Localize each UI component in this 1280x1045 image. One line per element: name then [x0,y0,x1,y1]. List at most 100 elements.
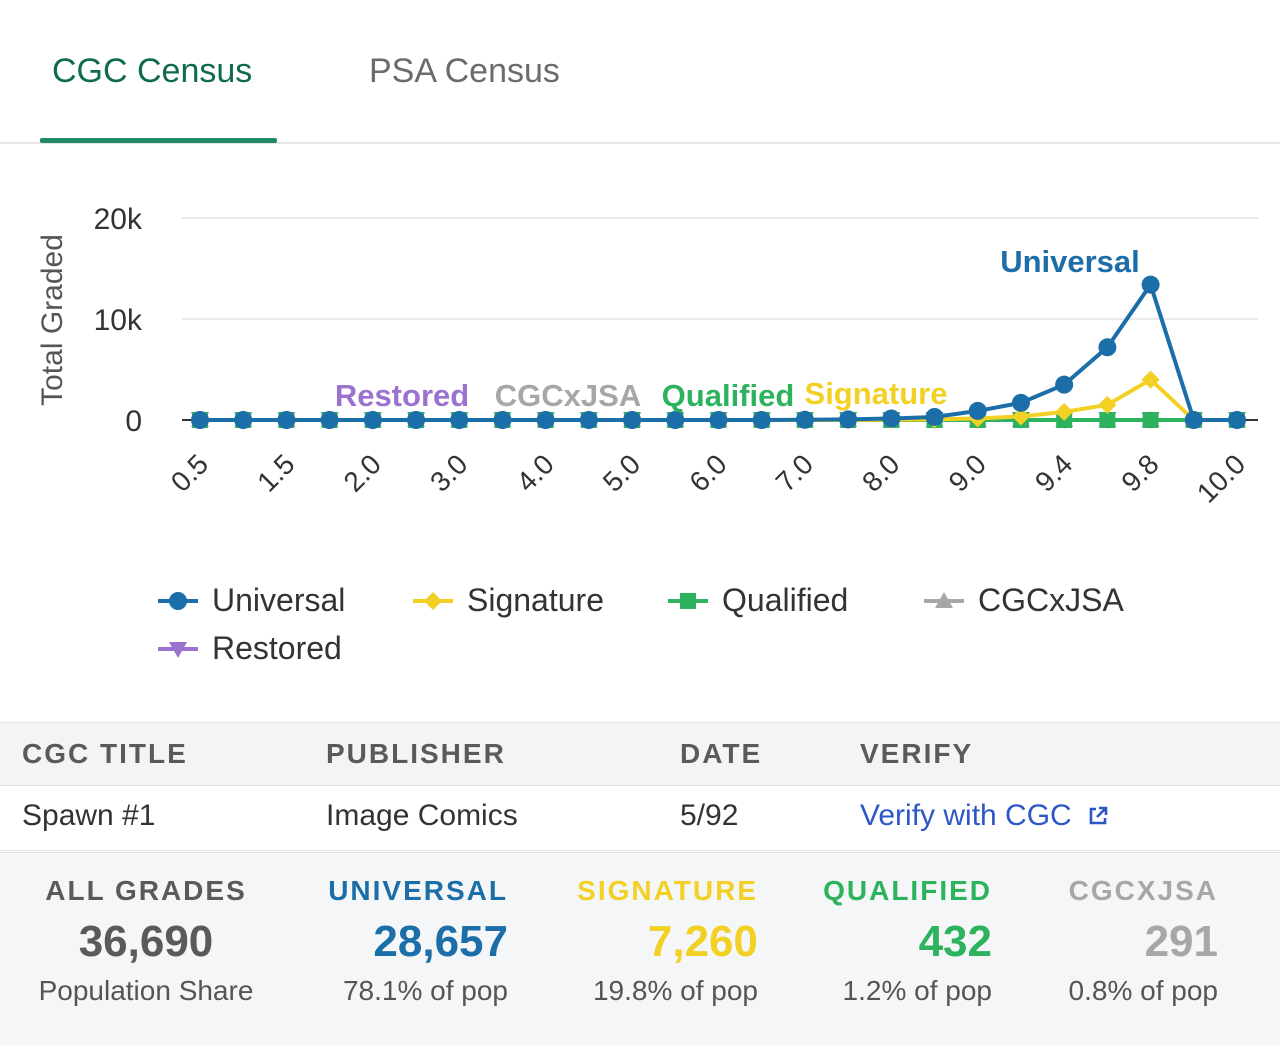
y-tick-label: 0 [125,405,142,438]
x-tick-label: 10.0 [1191,448,1251,508]
y-axis-label: Total Graded [36,234,69,406]
stat-signature: SIGNATURE 7,260 19.8% of pop [577,875,758,1007]
stat-value: 7,260 [647,917,758,966]
data-point [839,410,858,429]
x-tick-label: 9.0 [943,448,992,497]
data-point [191,411,209,429]
series-annotation: Restored [335,378,469,413]
data-point [536,411,555,429]
diamond-marker-icon [413,587,453,615]
data-point [234,411,253,429]
tab-cgc-census[interactable]: CGC Census [52,52,253,90]
stat-label: QUALIFIED [823,875,992,906]
data-point [1099,412,1116,428]
legend-item-qualified[interactable]: Qualified [668,582,848,619]
stat-sub: 78.1% of pop [342,975,508,1006]
data-point [1142,412,1159,428]
circle-marker-icon [158,587,198,615]
data-point [407,411,426,429]
active-tab-indicator [40,138,277,143]
verify-with-cgc-link[interactable]: Verify with CGC [860,799,1110,833]
y-tick-label: 20k [94,203,143,236]
y-tick-label: 10k [94,304,143,337]
x-tick-label: 6.0 [683,448,732,497]
legend-label: Universal [212,582,346,618]
legend-label: Signature [467,582,604,618]
data-point [277,411,296,429]
data-point [666,411,685,429]
stat-sub: 19.8% of pop [592,975,758,1006]
population-stats: ALL GRADES 36,690 Population Share UNIVE… [0,852,1280,1045]
x-tick-label: 2.0 [338,448,387,497]
external-link-icon [1089,806,1108,825]
data-point [450,411,469,429]
census-line-chart: 0 10k 20k Total Graded 0.5 1.5 2.0 3.0 4.0 5.0 6.0… [36,203,1258,509]
data-point [1011,393,1030,412]
data-point [1098,395,1117,414]
x-tick-label: 9.8 [1115,448,1164,497]
stat-cgcxjsa: CGCXJSA 291 0.8% of pop [1069,875,1218,1007]
cell-title: Spawn #1 [22,799,156,832]
data-point [579,411,598,429]
legend-label: Restored [212,630,342,666]
data-point [752,411,771,429]
census-tabs: CGC Census PSA Census [0,0,1280,144]
data-point [1141,370,1160,389]
data-point [795,410,814,429]
triangle-marker-icon [924,587,964,615]
stat-sub: 0.8% of pop [1068,975,1218,1006]
triangle-down-marker-icon [158,635,198,663]
legend-item-universal[interactable]: Universal [158,582,345,619]
data-point [1055,375,1074,394]
x-tick-label: 3.0 [424,448,473,497]
header-publisher: PUBLISHER [326,738,506,769]
stat-value: 291 [1144,917,1218,966]
cell-date: 5/92 [680,799,739,832]
x-tick-label: 7.0 [770,448,819,497]
tab-psa-census[interactable]: PSA Census [369,52,560,90]
x-tick-label: 8.0 [856,448,905,497]
stat-label: UNIVERSAL [328,875,508,906]
data-point [925,407,944,426]
stat-label: SIGNATURE [577,875,758,906]
data-point [968,401,987,420]
stat-sub: 1.2% of pop [842,975,992,1006]
series-annotation: CGCxJSA [495,378,641,413]
data-point [709,411,728,429]
series-annotation: Signature [805,376,948,411]
data-point [320,411,339,429]
data-point [1141,275,1160,294]
x-tick-label: 1.5 [251,448,300,497]
legend-item-signature[interactable]: Signature [413,582,604,619]
legend-item-cgcxjsa[interactable]: CGCxJSA [924,582,1124,619]
verify-link-label: Verify with CGC [860,799,1072,832]
x-tick-label: 5.0 [597,448,646,497]
stat-label: CGCXJSA [1068,875,1218,906]
data-point [623,411,642,429]
square-marker-icon [668,587,708,615]
series-annotation: Universal [1000,244,1140,279]
table-header-row: CGC TITLE PUBLISHER DATE VERIFY [0,722,1280,786]
stat-label: ALL GRADES [45,875,247,906]
data-point [1055,402,1074,421]
stat-qualified: QUALIFIED 432 1.2% of pop [823,875,992,1007]
data-point [1011,407,1030,426]
data-point [493,411,512,429]
legend-label: Qualified [722,582,849,618]
x-tick-label: 4.0 [510,448,559,497]
table-row: Spawn #1 Image Comics 5/92 Verify with C… [0,784,1280,851]
header-date: DATE [680,738,763,769]
stat-value: 28,657 [373,917,508,966]
data-point [882,409,901,428]
data-point [363,411,382,429]
stat-universal: UNIVERSAL 28,657 78.1% of pop [328,875,508,1007]
x-tick-label: 0.5 [165,448,214,497]
stat-value: 432 [918,917,992,966]
series-annotation: Qualified [662,378,795,413]
header-verify: VERIFY [860,738,974,769]
legend-item-restored[interactable]: Restored [158,630,342,667]
header-cgc-title: CGC TITLE [22,738,188,769]
x-tick-label: 9.4 [1029,448,1078,497]
legend-label: CGCxJSA [978,582,1124,618]
stat-sub: Population Share [38,975,254,1006]
